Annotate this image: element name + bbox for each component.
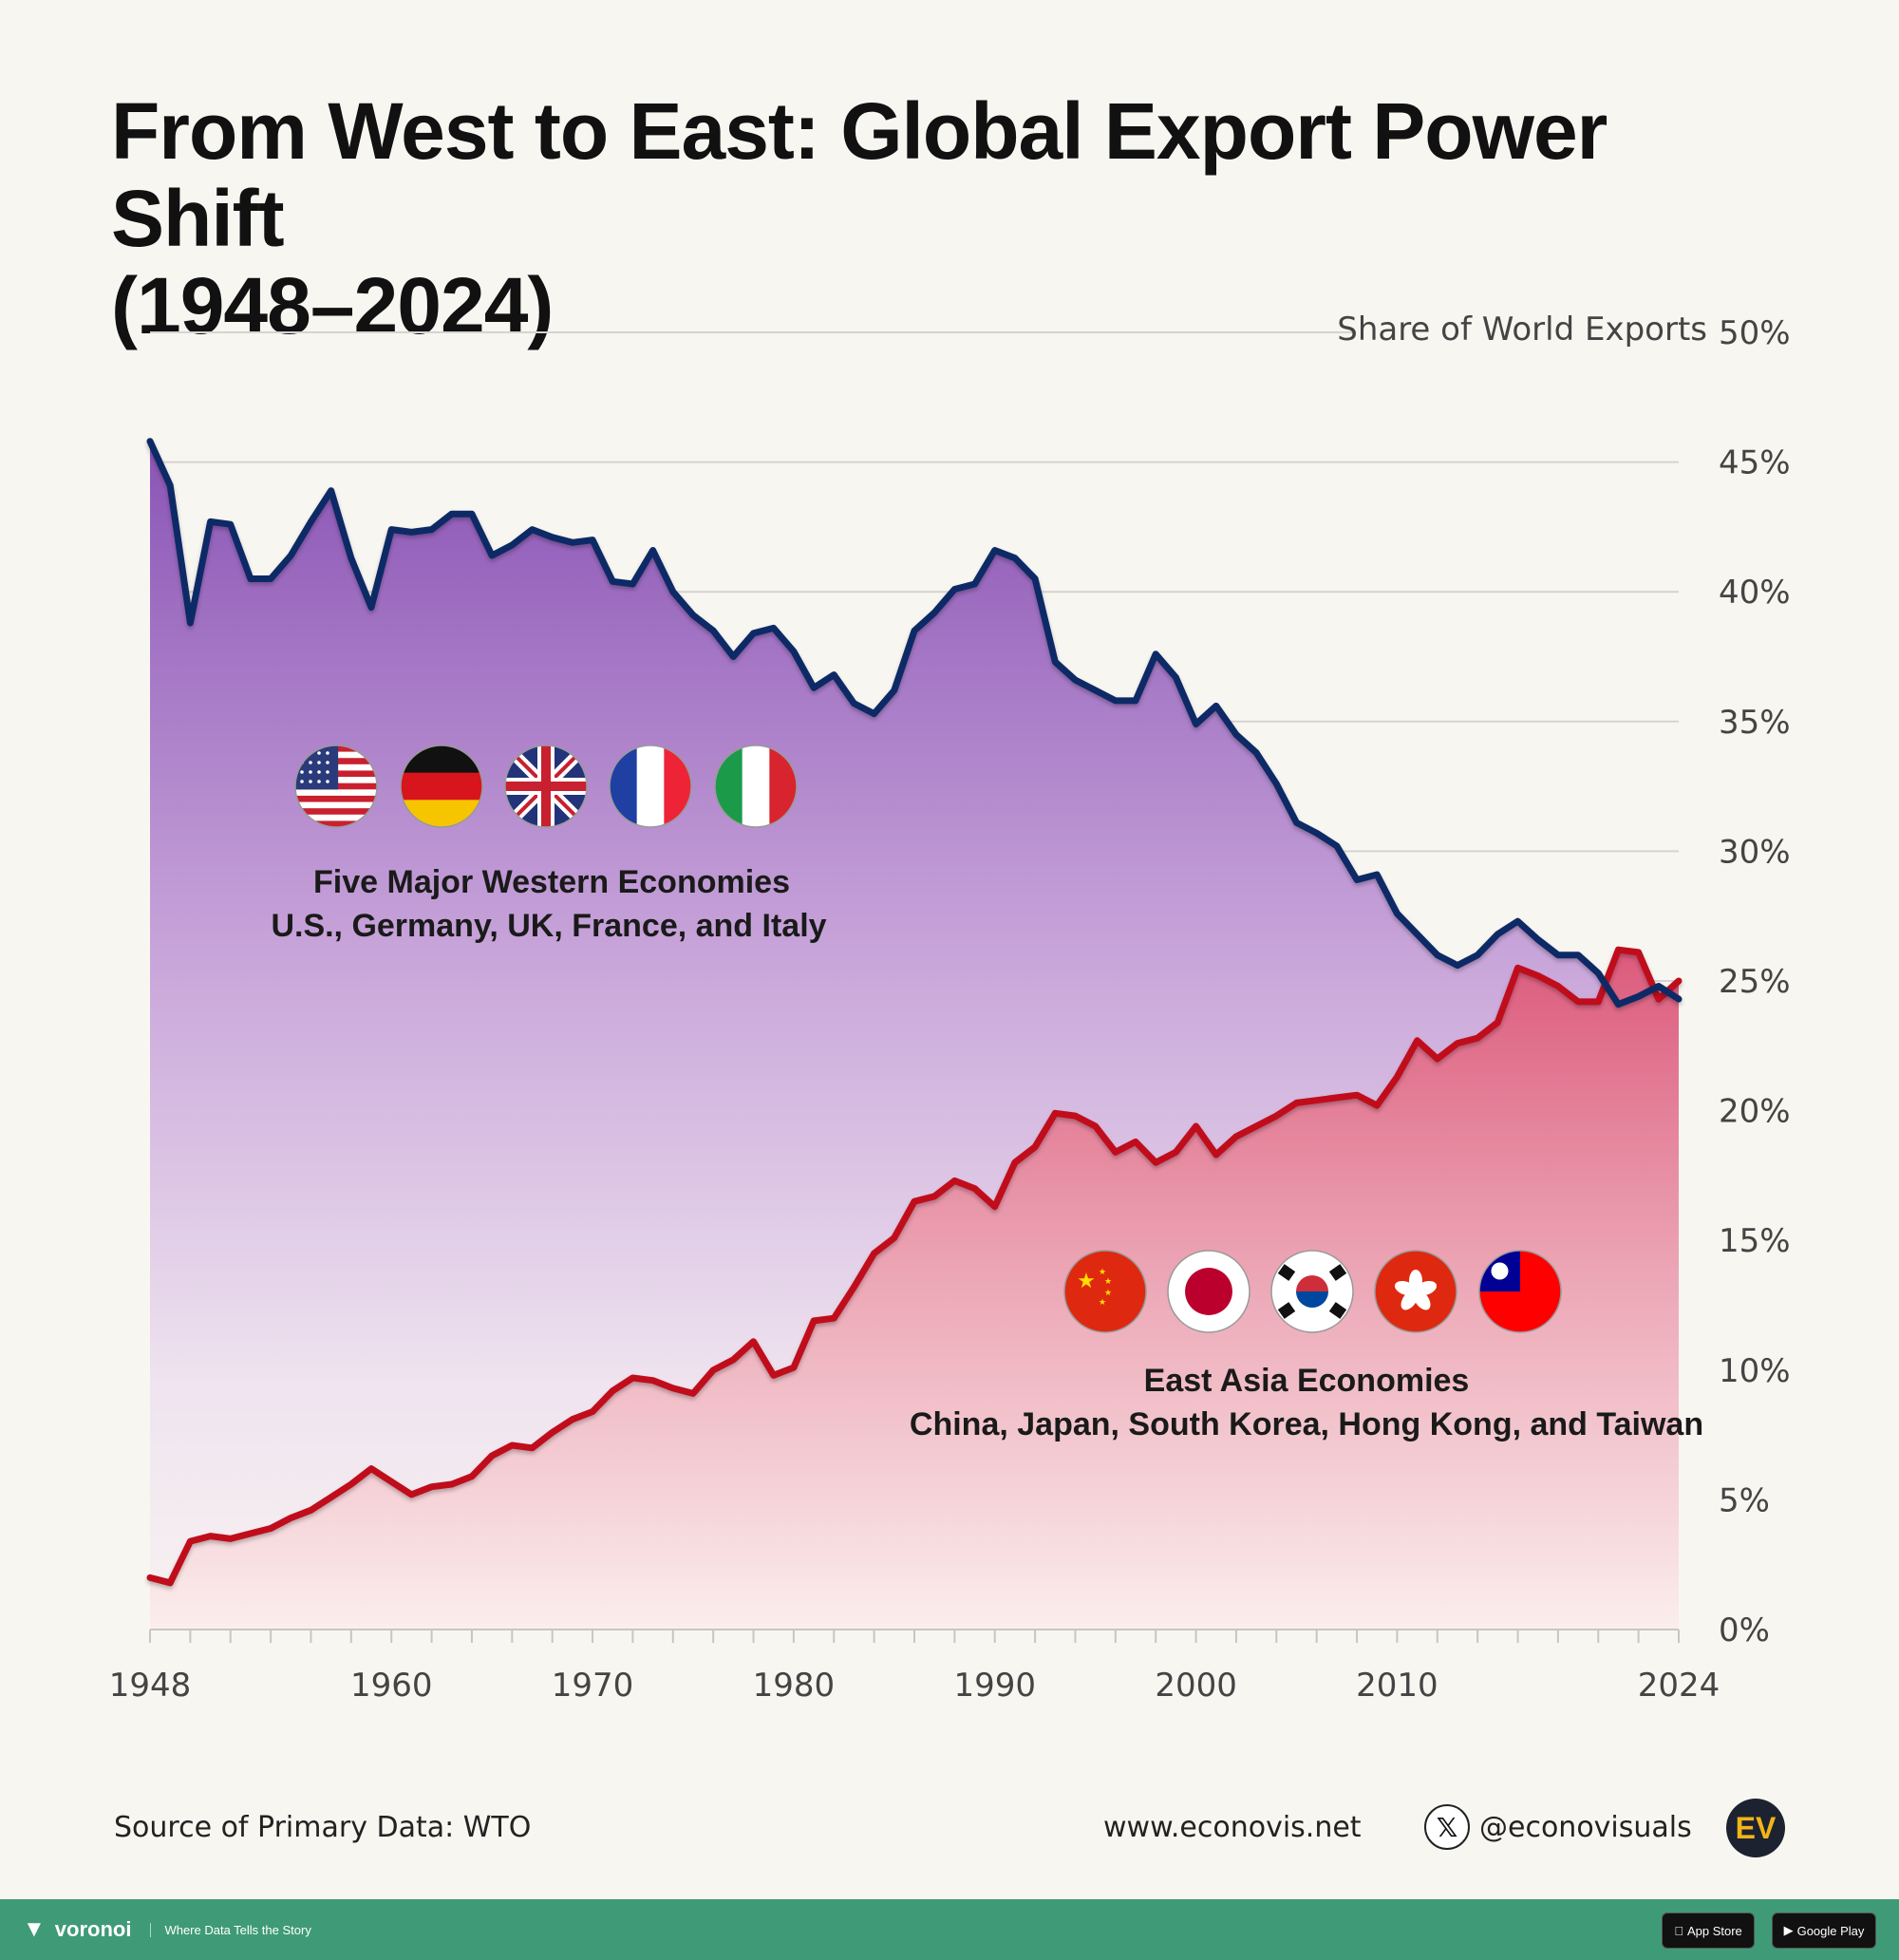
y-tick-label: 50% xyxy=(1719,314,1791,352)
handle-text: @econovisuals xyxy=(1479,1810,1692,1844)
y-tick-label: 0% xyxy=(1719,1611,1770,1649)
svg-text:★: ★ xyxy=(1099,1297,1106,1307)
brand-name: voronoi xyxy=(54,1917,132,1941)
y-axis-title: Share of World Exports xyxy=(1337,311,1707,349)
uk-flag-icon xyxy=(504,744,588,828)
social-handle[interactable]: 𝕏 @econovisuals xyxy=(1424,1804,1692,1850)
south-korea-flag-icon xyxy=(1270,1250,1354,1333)
japan-flag-icon xyxy=(1167,1250,1250,1333)
svg-text:★: ★ xyxy=(1099,1267,1106,1276)
western-series-line xyxy=(146,438,1683,1008)
east-label-sub: China, Japan, South Korea, Hong Kong, an… xyxy=(910,1406,1703,1442)
source-note: Source of Primary Data: WTO xyxy=(114,1811,532,1844)
app-store-button[interactable]:  App Store xyxy=(1662,1913,1755,1949)
y-tick-label: 5% xyxy=(1719,1481,1770,1519)
y-tick-label: 45% xyxy=(1719,444,1791,482)
x-tick-label: 2010 xyxy=(1356,1667,1438,1705)
x-tick-label: 2000 xyxy=(1155,1667,1237,1705)
play-icon: ▶ xyxy=(1783,1923,1794,1937)
east-area-fill xyxy=(150,950,1679,1630)
x-tick-label: 1970 xyxy=(552,1667,634,1705)
apple-icon:  xyxy=(1674,1924,1683,1938)
y-tick-label: 25% xyxy=(1719,963,1791,1001)
ev-logo: EV xyxy=(1726,1799,1785,1857)
us-flag-icon xyxy=(294,744,378,828)
y-tick-label: 40% xyxy=(1719,574,1791,612)
y-tick-label: 15% xyxy=(1719,1222,1791,1260)
google-play-label: Google Play xyxy=(1796,1923,1865,1938)
svg-text:★: ★ xyxy=(1104,1276,1112,1286)
east-asia-series-line xyxy=(146,946,1683,1587)
taiwan-flag-icon xyxy=(1478,1250,1562,1333)
google-play-button[interactable]: ▶ Google Play xyxy=(1772,1913,1876,1949)
x-axis: 1948 1960 1970 1980 1990 2000 2010 2024 xyxy=(109,1629,1720,1705)
app-store-label: App Store xyxy=(1683,1923,1742,1938)
east-flags: ★ ★★★★ xyxy=(1063,1250,1562,1333)
tagline: Where Data Tells the Story xyxy=(150,1922,311,1937)
website-link[interactable]: www.econovis.net xyxy=(1103,1811,1362,1844)
west-label-sub: U.S., Germany, UK, France, and Italy xyxy=(271,908,826,944)
y-tick-label: 30% xyxy=(1719,833,1791,871)
x-tick-label: 2024 xyxy=(1638,1667,1720,1705)
export-share-chart: 0% 5% 10% 15% 20% 25% 30% 35% 40% 45% 50% 1948 1960… xyxy=(109,311,1791,1705)
china-flag-icon: ★ ★★★★ xyxy=(1063,1250,1147,1333)
y-tick-label: 10% xyxy=(1719,1352,1791,1390)
page-title: From West to East: Global Export Power S… xyxy=(111,87,1725,349)
voronoi-logo-icon: ▼ xyxy=(23,1916,46,1942)
france-flag-icon xyxy=(609,744,692,828)
x-tick-label: 1990 xyxy=(953,1667,1036,1705)
y-axis-ticks: 0% 5% 10% 15% 20% 25% 30% 35% 40% 45% 50% xyxy=(1719,314,1791,1649)
x-tick-label: 1980 xyxy=(753,1667,836,1705)
bottom-bar: ▼ voronoi Where Data Tells the Story  A… xyxy=(0,1899,1899,1960)
title-line-1: From West to East: Global Export Power S… xyxy=(111,86,1608,263)
east-label-title: East Asia Economies xyxy=(1144,1363,1470,1399)
title-line-2: (1948–2024) xyxy=(111,261,554,350)
germany-flag-icon xyxy=(400,744,483,828)
x-tick-label: 1960 xyxy=(350,1667,433,1705)
x-logo-icon: 𝕏 xyxy=(1424,1804,1470,1850)
svg-text:★: ★ xyxy=(1104,1288,1112,1297)
svg-text:★: ★ xyxy=(1077,1269,1096,1292)
voronoi-brand[interactable]: ▼ voronoi xyxy=(23,1916,131,1943)
west-label-title: Five Major Western Economies xyxy=(313,864,790,900)
y-tick-label: 35% xyxy=(1719,704,1791,742)
y-tick-label: 20% xyxy=(1719,1093,1791,1131)
x-tick-label: 1948 xyxy=(109,1667,192,1705)
hong-kong-flag-icon xyxy=(1374,1250,1457,1333)
italy-flag-icon xyxy=(714,744,798,828)
